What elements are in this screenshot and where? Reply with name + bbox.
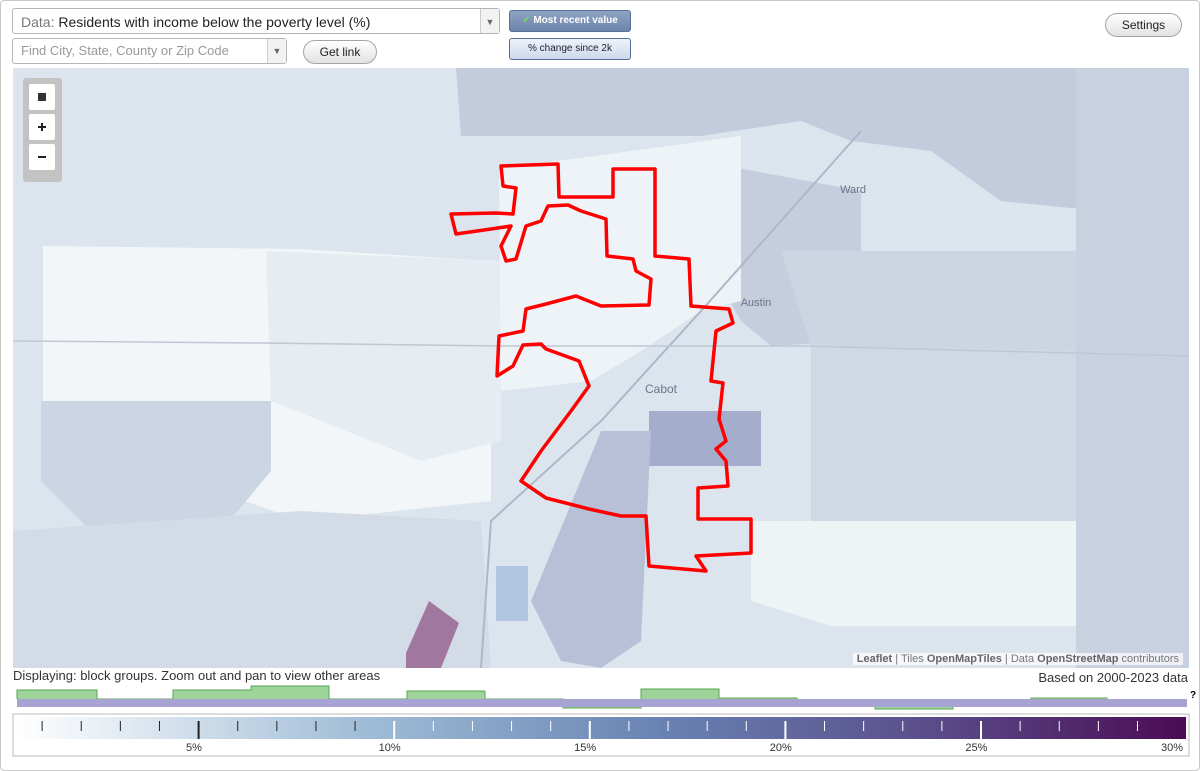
histogram-band <box>17 699 1187 707</box>
dropdown-arrow[interactable]: ▼ <box>267 39 286 63</box>
place-label: Cabot <box>645 382 678 396</box>
attr-part[interactable]: Leaflet <box>856 653 893 665</box>
most-recent-toggle[interactable]: ✔ Most recent value <box>509 10 631 32</box>
map[interactable]: Ward Austin Cabot <box>13 68 1189 668</box>
region <box>13 511 491 668</box>
get-link-button[interactable]: Get link <box>303 40 377 64</box>
region <box>781 251 1076 351</box>
region <box>456 68 1189 216</box>
attr-part: | <box>1004 653 1008 665</box>
place-label: Ward <box>840 184 866 196</box>
region <box>499 136 741 391</box>
region <box>811 346 1076 521</box>
settings-button[interactable]: Settings <box>1105 13 1182 37</box>
region <box>751 521 1076 626</box>
color-bar <box>16 717 1186 739</box>
city-boundary <box>449 162 753 573</box>
data-value: Residents with income below the poverty … <box>58 14 371 30</box>
scale-label: 15% <box>574 742 596 754</box>
attr-part: | <box>895 653 899 665</box>
region <box>1076 68 1189 668</box>
plus-icon <box>38 123 46 131</box>
attr-part: contributors <box>1121 653 1179 665</box>
displaying-text: Displaying: block groups. Zoom out and p… <box>13 668 381 683</box>
percent-change-toggle[interactable]: % change since 2k <box>509 38 631 60</box>
search-placeholder: Find City, State, County or Zip Code <box>21 43 229 58</box>
based-on-text: Based on 2000-2023 data <box>1038 670 1188 685</box>
attr-part[interactable]: OpenStreetMap <box>1037 653 1119 665</box>
scale-label: 30% <box>1161 742 1183 754</box>
water <box>496 566 528 621</box>
dropdown-arrow[interactable]: ▼ <box>480 9 499 33</box>
attribution: Leaflet | Tiles OpenMapTiles | Data Open… <box>852 653 1183 665</box>
region <box>649 411 761 466</box>
fullscreen-icon <box>38 93 46 101</box>
scale-label: 5% <box>186 742 202 754</box>
scale-label: 20% <box>770 742 792 754</box>
search-box[interactable]: Find City, State, County or Zip Code ▼ <box>12 38 287 64</box>
unknown-label: ? <box>1190 690 1196 701</box>
road <box>480 130 862 668</box>
region <box>266 251 501 461</box>
attr-part: Tiles <box>900 653 924 665</box>
attr-part[interactable]: OpenMapTiles <box>926 653 1002 665</box>
attr-part: Data <box>1010 653 1035 665</box>
region <box>41 401 271 531</box>
region <box>406 601 459 668</box>
scale-label: 10% <box>379 742 401 754</box>
region <box>531 431 651 668</box>
scale-label: 25% <box>965 742 987 754</box>
road <box>13 340 1189 357</box>
place-label: Austin <box>741 297 772 309</box>
data-prefix: Data: <box>21 14 55 30</box>
legend: ? 5% 10% 15% 20% 25% 30% <box>12 685 1196 757</box>
toggle-label: Most recent value <box>533 15 618 26</box>
data-select[interactable]: Data: Residents with income below the po… <box>12 8 500 34</box>
